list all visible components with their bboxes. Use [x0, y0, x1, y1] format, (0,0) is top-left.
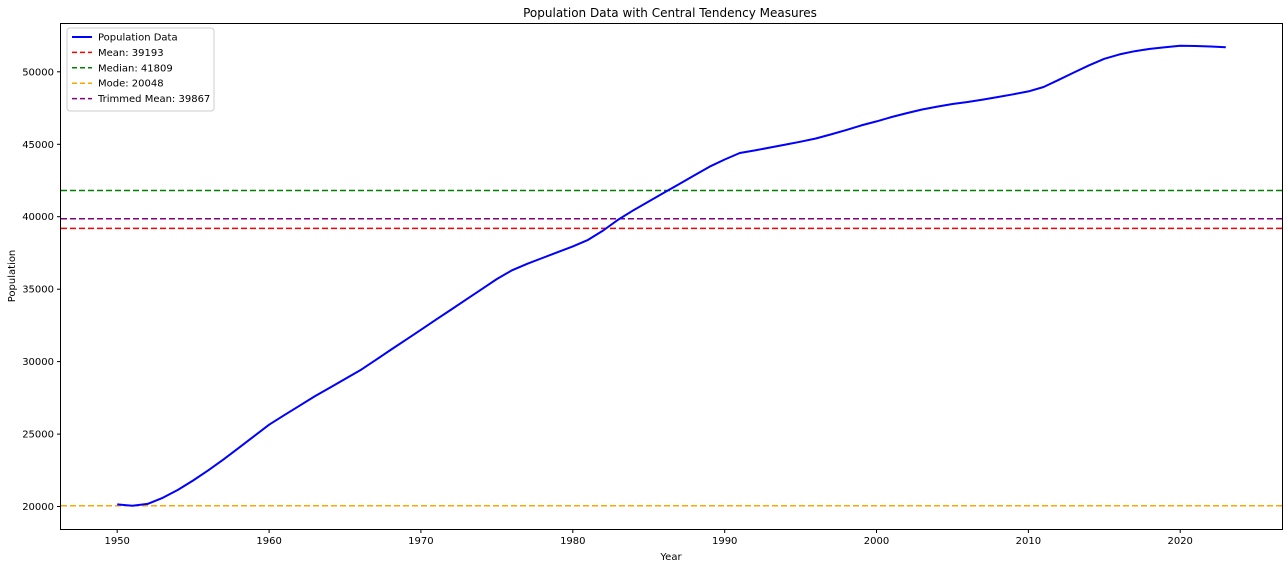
legend-label-1: Mean: 39193	[98, 48, 164, 59]
series-line-0	[117, 44, 1226, 507]
x-tick-label-6: 2010	[1016, 536, 1041, 547]
x-axis: 1950 1960 1970 1980 1990 2000 2010 2020	[104, 529, 1193, 547]
x-tick-label-4: 1990	[712, 536, 737, 547]
legend-box	[66, 27, 215, 112]
x-tick-label-0: 1950	[104, 536, 129, 547]
y-tick-label-0: 20000	[22, 502, 54, 513]
y-axis-label: Population	[7, 250, 18, 303]
x-tick-label-1: 1960	[256, 536, 281, 547]
legend-label-3: Mode: 20048	[98, 79, 164, 90]
y-tick-label-6: 50000	[22, 67, 54, 78]
x-axis-label: Year	[659, 552, 682, 563]
reference-lines	[61, 189, 1282, 507]
x-tick-label-3: 1980	[560, 536, 585, 547]
y-tick-label-5: 45000	[22, 140, 54, 151]
x-tick-label-7: 2020	[1167, 536, 1192, 547]
legend-label-2: Median: 41809	[98, 63, 173, 74]
y-tick-label-3: 35000	[22, 285, 54, 296]
chart-title: Population Data with Central Tendency Me…	[523, 6, 817, 20]
y-tick-label-1: 25000	[22, 430, 54, 441]
x-tick-label-5: 2000	[864, 536, 889, 547]
legend-label-0: Population Data	[98, 33, 178, 44]
y-tick-label-4: 40000	[22, 212, 54, 223]
series-lines	[117, 44, 1226, 507]
plot-frame	[60, 23, 1283, 530]
y-axis: 20000 25000 30000 35000 40000 45000 50000	[22, 67, 61, 513]
x-tick-label-2: 1970	[408, 536, 433, 547]
legend-label-4: Trimmed Mean: 39867	[97, 94, 210, 105]
y-tick-label-2: 30000	[22, 357, 54, 368]
legend: Population Data Mean: 39193 Median: 41809 M…	[66, 27, 215, 112]
